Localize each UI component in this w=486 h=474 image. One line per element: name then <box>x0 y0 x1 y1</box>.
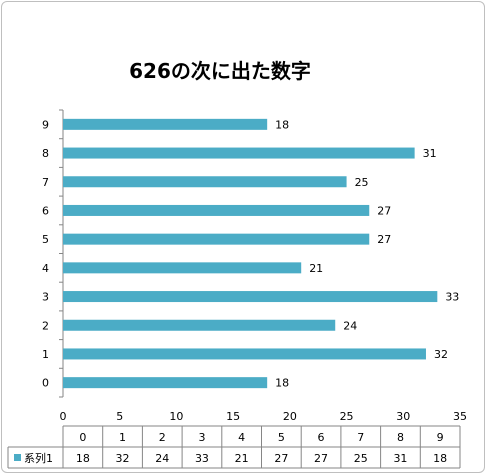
y-tick-label: 4 <box>42 262 49 275</box>
table-header-cell: 9 <box>437 431 444 444</box>
table-value-cell: 18 <box>76 452 90 465</box>
table-value-cell: 24 <box>155 452 169 465</box>
table-header-cell: 6 <box>318 431 325 444</box>
x-tick-label: 10 <box>169 410 183 423</box>
table-value-cell: 31 <box>393 452 407 465</box>
table-header-cell: 3 <box>198 431 205 444</box>
table-header-cell: 1 <box>119 431 126 444</box>
bar <box>63 118 268 130</box>
y-tick-label: 3 <box>42 291 49 304</box>
y-tick-label: 8 <box>42 147 49 160</box>
data-label: 21 <box>309 262 323 275</box>
x-tick-label: 15 <box>226 410 240 423</box>
data-label: 18 <box>275 118 289 131</box>
legend-key <box>14 454 21 461</box>
bar <box>63 377 268 389</box>
x-tick-label: 25 <box>340 410 354 423</box>
bar <box>63 291 438 303</box>
data-label: 33 <box>445 291 459 304</box>
x-tick-label: 20 <box>283 410 297 423</box>
table-value-cell: 33 <box>195 452 209 465</box>
y-tick-label: 6 <box>42 204 49 217</box>
data-label: 31 <box>423 147 437 160</box>
table-value-cell: 21 <box>235 452 249 465</box>
table-header-cell: 0 <box>79 431 86 444</box>
y-tick-label: 1 <box>42 348 49 361</box>
table-header-cell: 5 <box>278 431 285 444</box>
data-label: 27 <box>377 204 391 217</box>
y-tick-label: 2 <box>42 319 49 332</box>
data-label: 27 <box>377 233 391 246</box>
bar <box>63 348 426 360</box>
data-label: 24 <box>343 319 357 332</box>
bar <box>63 319 336 331</box>
data-label: 32 <box>434 348 448 361</box>
table-header-cell: 4 <box>238 431 245 444</box>
table-value-cell: 27 <box>274 452 288 465</box>
bar <box>63 262 302 274</box>
table-header-cell: 8 <box>397 431 404 444</box>
chart-title: 626の次に出た数字 <box>129 59 311 83</box>
table-value-cell: 18 <box>433 452 447 465</box>
bar <box>63 147 415 159</box>
y-tick-label: 5 <box>42 233 49 246</box>
table-value-cell: 32 <box>116 452 130 465</box>
x-tick-label: 0 <box>60 410 67 423</box>
table-value-cell: 25 <box>354 452 368 465</box>
y-tick-label: 7 <box>42 176 49 189</box>
bar <box>63 176 347 188</box>
y-tick-label: 0 <box>42 377 49 390</box>
y-tick-label: 9 <box>42 118 49 131</box>
series-name: 系列1 <box>24 451 53 465</box>
table-value-cell: 27 <box>314 452 328 465</box>
x-tick-label: 5 <box>116 410 123 423</box>
data-label: 18 <box>275 377 289 390</box>
table-header-cell: 2 <box>159 431 166 444</box>
x-tick-label: 35 <box>453 410 467 423</box>
bar <box>63 233 370 245</box>
table-header-cell: 7 <box>357 431 364 444</box>
bar <box>63 204 370 216</box>
x-tick-label: 30 <box>396 410 410 423</box>
data-label: 25 <box>355 176 369 189</box>
